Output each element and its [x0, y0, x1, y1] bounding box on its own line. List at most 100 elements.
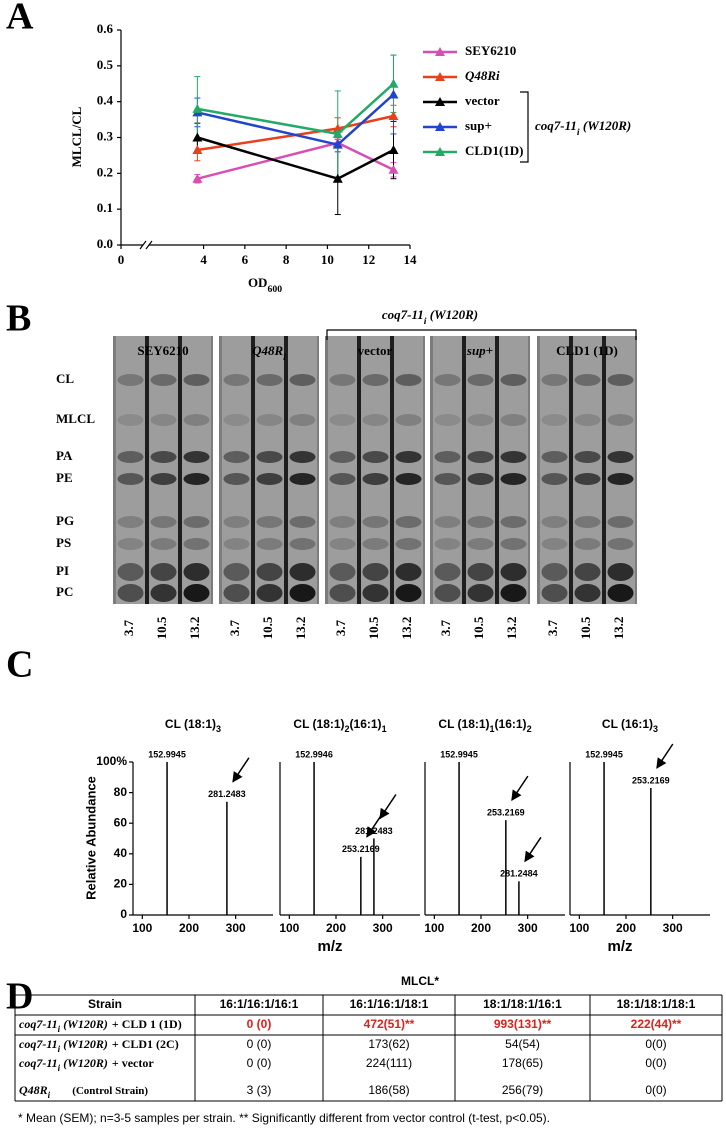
lane-label: 10.5: [154, 616, 169, 639]
gel-band: [256, 538, 283, 550]
gel-band: [541, 516, 568, 528]
gel-band: [500, 584, 527, 602]
lane-divider: [390, 336, 394, 604]
gel-band: [607, 516, 634, 528]
table-cell: 0 (0): [247, 1017, 272, 1031]
y-tick-label: 0.3: [97, 128, 114, 143]
arrow: [524, 836, 542, 863]
gel-band: [500, 516, 527, 528]
table-cell: 0 (0): [247, 1056, 272, 1070]
group-label: CLD1 (1D): [556, 343, 618, 358]
legend-marker: [435, 72, 445, 81]
point-marker: [388, 164, 399, 174]
gel-band: [329, 451, 356, 463]
gel-band: [467, 563, 494, 581]
axis-break-gap: [143, 241, 149, 249]
table-cell: 0(0): [645, 1083, 666, 1097]
gel-band: [574, 374, 601, 386]
gel-band: [467, 374, 494, 386]
spectrum-title: CL (18:1)3: [165, 717, 221, 734]
lane-divider: [569, 336, 573, 604]
gel-band: [223, 516, 250, 528]
panel-label: B: [6, 298, 31, 340]
x-tick-label: 200: [326, 921, 346, 935]
gel-band: [395, 451, 422, 463]
gel-lane: [288, 336, 317, 604]
group-label: sup+: [466, 343, 493, 358]
table-cell: 178(65): [502, 1056, 543, 1070]
gel-band: [434, 374, 461, 386]
gel-band: [607, 563, 634, 581]
legend-marker: [435, 147, 445, 156]
gel-band: [329, 473, 356, 485]
table-title: MLCL*: [401, 974, 439, 988]
gel-band: [329, 414, 356, 426]
gel-band: [223, 374, 250, 386]
gel-band: [117, 451, 144, 463]
strain-rest: + CLD1 (2C): [112, 1037, 179, 1051]
gel-band: [117, 538, 144, 550]
gel-band: [329, 516, 356, 528]
group-label-part: sup+: [466, 343, 493, 358]
point-marker: [388, 78, 399, 88]
spectrum-title: CL (16:1)3: [602, 717, 658, 734]
gel-band: [434, 563, 461, 581]
table-cell: 256(79): [502, 1083, 543, 1097]
peak-label: 152.9945: [585, 749, 623, 759]
gel-lane: [433, 336, 462, 604]
footnote: * Mean (SEM); n=3-5 samples per strain. …: [18, 1111, 550, 1125]
bracket: [520, 91, 529, 163]
y-tick-label: 0.1: [97, 200, 113, 215]
gel-band: [150, 538, 177, 550]
legend-label: SEY6210: [465, 43, 516, 58]
table-cell: 186(58): [368, 1083, 409, 1097]
gel-band: [256, 516, 283, 528]
lane-label: 3.7: [545, 619, 560, 636]
strain-label-part: i: [58, 1024, 61, 1034]
lane-label: 3.7: [227, 619, 242, 636]
gel-band: [574, 538, 601, 550]
gel-lane: [573, 336, 602, 604]
gel-band: [117, 414, 144, 426]
x-tick-label: 12: [362, 252, 375, 267]
gel-band: [183, 584, 210, 602]
x-tick-label: 300: [226, 921, 246, 935]
bracket-label: coq7-11i (W120R): [382, 307, 478, 327]
series-line: [197, 136, 395, 181]
gel-band: [223, 563, 250, 581]
gel-band: [434, 584, 461, 602]
bracket-label-part: i: [424, 316, 427, 327]
group-label: Q48Ri: [252, 343, 286, 363]
x-tick-label: 100: [424, 921, 444, 935]
gel-band: [150, 374, 177, 386]
arrow: [232, 757, 250, 783]
gel-band: [500, 473, 527, 485]
bracket: [326, 329, 637, 340]
group-label-part: (W120R): [580, 118, 632, 133]
strain-label-part: coq7-11: [19, 1056, 58, 1070]
lane-divider: [495, 336, 499, 604]
gel-lane: [394, 336, 423, 604]
gel-band: [150, 473, 177, 485]
x-axis-label: m/z: [317, 938, 342, 955]
gel-band: [395, 374, 422, 386]
x-tick-label: 300: [518, 921, 538, 935]
peak-label: 253.2169: [632, 775, 670, 785]
gel-band: [329, 374, 356, 386]
row-label: PG: [56, 513, 74, 528]
gel-band: [150, 563, 177, 581]
gel-band: [574, 451, 601, 463]
column-header: 18:1/18:1/16:1: [483, 997, 562, 1011]
table-cell: 222(44)**: [631, 1017, 682, 1031]
gel-lane: [222, 336, 251, 604]
group-label-part: SEY6210: [137, 343, 188, 358]
gel-band: [362, 516, 389, 528]
column-header: 16:1/16:1/18:1: [350, 997, 429, 1011]
table-cell: 472(51)**: [364, 1017, 415, 1031]
gel-band: [467, 516, 494, 528]
gel-band: [289, 473, 316, 485]
table-cell: 173(62): [368, 1037, 409, 1051]
gel-band: [289, 374, 316, 386]
gel-band: [223, 584, 250, 602]
lane-divider: [462, 336, 466, 604]
